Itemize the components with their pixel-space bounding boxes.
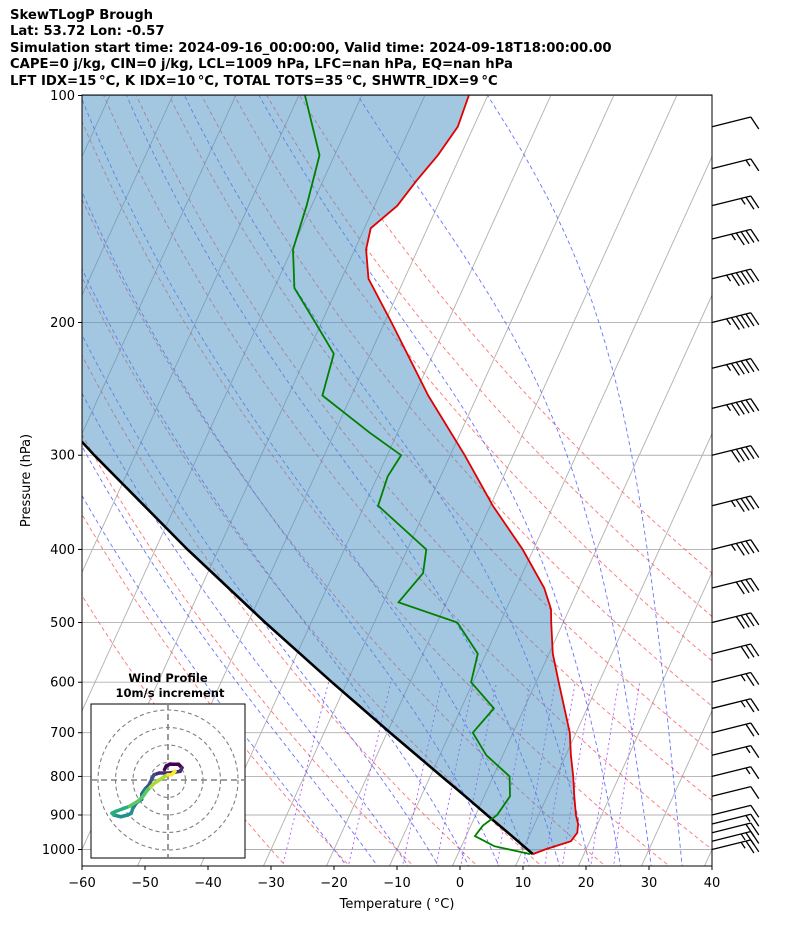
wind-barb [711,539,760,556]
index-line: LFT IDX=15 °C, K IDX=10 °C, TOTAL TOTS=3… [10,73,498,89]
cin-shaded-area [82,95,579,855]
x-tick-label: −40 [194,876,221,891]
parcel-profile-line [82,439,534,856]
x-tick-label: 30 [641,876,658,891]
x-tick-label: −10 [383,876,410,891]
mixing-ratio-line [282,682,330,866]
wind-barb [711,268,760,287]
hodograph-title: Wind Profile [128,671,208,685]
y-tick-label: 300 [50,449,75,464]
temperature-line [365,95,580,855]
dewpoint-line [292,95,531,855]
dry-adiabat-line [298,95,712,574]
wind-barb [711,612,760,629]
wind-barb [711,766,760,780]
isotherm-line [640,709,712,866]
y-tick-label: 800 [50,770,75,785]
wind-barb [711,357,760,376]
y-tick-label: 200 [50,316,75,331]
axes: −60 −50 −40 −30 −20 −10 0 10 20 30 40 1000 900 800 700… [19,89,720,912]
wind-barb [711,813,760,827]
isotherm-line [514,432,712,866]
dry-adiabat-line [135,95,712,801]
wind-barb [711,577,760,595]
wind-barb [711,398,760,416]
x-tick-label: 20 [578,876,595,891]
x-tick-label: 40 [704,876,721,891]
wind-barb [711,744,760,758]
wind-barb [711,116,760,130]
wind-barb [711,698,760,713]
mixing-ratio-line [590,682,619,866]
wind-barb [711,195,760,210]
wind-barbs [711,116,760,854]
moist-adiabat-line [258,95,621,866]
y-axis-label: Pressure (hPa) [19,434,34,527]
y-tick-label: 100 [50,89,75,104]
time-line: Simulation start time: 2024-09-16_00:00:… [10,40,612,56]
y-tick-label: 1000 [42,843,75,858]
x-tick-label: −60 [68,876,95,891]
dry-adiabat-line [82,433,415,866]
wind-barb [711,839,760,854]
moist-adiabat-line [356,95,652,866]
wind-barb [711,671,760,687]
y-tick-label: 900 [50,808,75,823]
x-tick-label: 10 [515,876,532,891]
wind-barb [711,822,760,837]
y-tick-label: 400 [50,543,75,558]
isotherm-line [325,95,678,866]
y-tick-label: 700 [50,726,75,741]
dry-adiabat-line [82,513,351,866]
wind-barb [711,312,760,330]
cape-line: CAPE=0 j/kg, CIN=0 j/kg, LCL=1009 hPa, L… [10,57,513,73]
wind-barb [711,785,760,799]
wind-barb [711,495,760,513]
wind-barb [711,643,760,659]
profile-lines [82,95,580,856]
dry-adiabat-line [233,95,712,662]
wind-barb [711,444,760,463]
wind-barb [711,158,760,172]
moist-adiabat-line [82,333,440,866]
wind-barb [711,804,760,818]
chart-title: SkewTLogP Brough [10,8,154,23]
hodograph-segment [171,769,177,775]
mixing-ratio-line [435,682,474,866]
x-tick-label: −20 [320,876,347,891]
y-tick-label: 500 [50,616,75,631]
x-axis-label: Temperature ( °C) [339,897,455,912]
wind-barb [711,228,760,246]
location-line: Lat: 53.72 Lon: -0.57 [10,24,165,40]
x-tick-label: −50 [131,876,158,891]
wind-barb [711,722,760,737]
hodograph-segment [113,804,132,814]
x-tick-label: −30 [257,876,284,891]
moist-adiabat-line [486,95,683,866]
moist-adiabat-line [82,190,500,866]
chart-header: SkewTLogP Brough Lat: 53.72 Lon: -0.57 S… [10,8,790,90]
mixing-ratio-line [613,682,641,866]
hodograph-subtitle: 10m/s increment [116,686,225,700]
x-tick-label: 0 [456,876,464,891]
y-tick-label: 600 [50,676,75,691]
isotherm-line [577,571,712,866]
